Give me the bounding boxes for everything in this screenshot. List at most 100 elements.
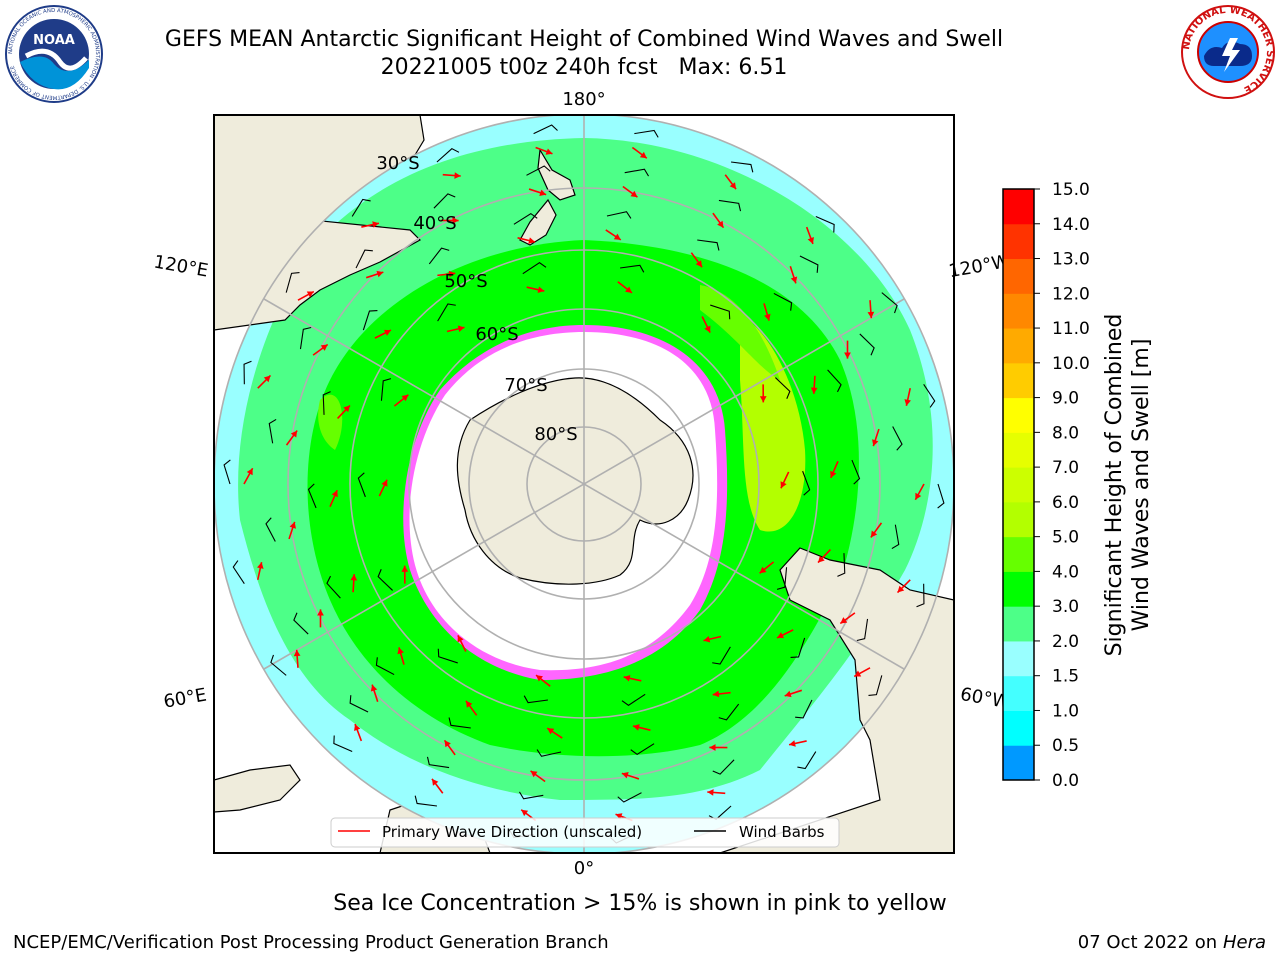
wave-direction-arrowhead — [306, 291, 314, 298]
wave-direction-arrowhead — [639, 151, 647, 159]
colorbar-tick-label: 1.0 — [1052, 701, 1079, 721]
wave-direction-arrowhead — [448, 270, 456, 278]
wind-barb — [322, 391, 331, 415]
colorbar-segment — [1003, 745, 1034, 781]
noaa-logo: NOAA NATIONAL OCEANIC AND ATMOSPHERIC AD… — [5, 5, 103, 103]
wave-direction-arrowhead — [784, 690, 792, 698]
wave-direction-arrowhead — [621, 772, 629, 779]
wind-barb — [518, 791, 544, 800]
lat-label-50s: 50°S — [444, 271, 487, 292]
wind-barb — [790, 637, 806, 658]
colorbar-tick-label: 11.0 — [1052, 319, 1090, 339]
wind-barb — [270, 654, 287, 676]
wave-direction-arrowhead — [707, 789, 714, 796]
wind-barb — [437, 648, 458, 664]
colorbar-segment — [1003, 640, 1034, 677]
wave-direction-arrowhead — [712, 690, 720, 698]
colorbar-segment — [1003, 606, 1034, 642]
noaa-logo-text: NOAA — [33, 33, 75, 48]
wave-direction-arrowhead — [454, 172, 461, 179]
map-frame-border — [213, 114, 955, 854]
wind-barb — [428, 247, 450, 265]
wave-direction-arrowhead — [536, 675, 543, 682]
wind-barb — [730, 161, 754, 173]
colorbar-tick-label: 7.0 — [1052, 458, 1079, 478]
wave-direction-arrowhead — [320, 344, 328, 351]
lon-label-top: 180° — [562, 89, 605, 110]
colorbar-tick-label: 14.0 — [1052, 215, 1090, 235]
wind-barb — [426, 756, 450, 769]
wind-barb — [433, 193, 456, 209]
footer-branch: NCEP/EMC/Verification Post Processing Pr… — [13, 932, 609, 953]
wave-direction-arrowhead — [623, 675, 631, 682]
wind-barb — [232, 560, 245, 585]
wind-barb — [712, 759, 735, 775]
wind-barb — [362, 310, 378, 331]
colorbar-segment — [1003, 536, 1034, 572]
wave-direction-arrowhead — [343, 405, 350, 413]
wave-direction-arrowhead — [293, 649, 301, 657]
wave-direction-arrowhead — [383, 329, 391, 336]
colorbar-segment — [1003, 571, 1034, 607]
wind-barb — [536, 749, 562, 757]
legend-wave-label: Primary Wave Direction (unscaled) — [382, 823, 642, 841]
wind-barb — [355, 249, 373, 269]
wave-direction-arrowhead — [547, 728, 555, 735]
colorbar-tick-label: 15.0 — [1052, 180, 1090, 200]
colorbar-tick-label: 6.0 — [1052, 493, 1079, 513]
wind-barb — [718, 199, 742, 212]
wind-barb — [837, 553, 846, 577]
wave-direction-arrowhead — [289, 521, 296, 529]
wave-direction-arrowhead — [615, 813, 623, 820]
wind-barb — [697, 239, 720, 251]
colorbar-tick-label: 0.0 — [1052, 771, 1079, 791]
wind-barb — [285, 272, 300, 293]
wind-barb — [522, 262, 547, 275]
colorbar-tick-label: 12.0 — [1052, 284, 1090, 304]
colorbar-segment — [1003, 710, 1034, 746]
wave-direction-arrowhead — [830, 470, 837, 478]
nws-logo: NATIONAL WEATHER SERVICE — [1181, 5, 1275, 99]
colorbar-tick-label: 2.0 — [1052, 632, 1079, 652]
wind-barb — [630, 743, 655, 756]
wind-barb — [523, 695, 548, 704]
wave-direction-arrowhead — [331, 490, 338, 498]
wind-barb — [448, 717, 471, 729]
footer-date: 07 Oct 2022 on Hera — [1077, 932, 1266, 953]
wave-direction-arrowhead — [790, 276, 798, 284]
wind-barb — [892, 426, 903, 451]
wave-direction-arrowhead — [257, 562, 264, 569]
wind-barb — [293, 612, 309, 635]
wave-direction-arrowhead — [370, 684, 378, 692]
wind-barb — [710, 304, 731, 320]
wave-direction-arrowhead — [844, 352, 851, 359]
wind-barb — [718, 703, 740, 721]
wind-barb — [634, 129, 659, 138]
wave-direction-arrowhead — [452, 217, 459, 224]
wave-direction-arrowhead — [381, 479, 388, 487]
wind-barb — [620, 264, 645, 273]
wave-direction-arrowhead — [397, 647, 404, 655]
colorbar: 15.0 14.0 13.0 12.0 11.0 10.0 9.0 8.0 7.0 6.0 5.0 4… — [1002, 180, 1090, 791]
lat-label-80s: 80°S — [534, 424, 577, 445]
wave-direction-arrowhead — [528, 237, 536, 244]
wave-direction-arrowhead — [759, 566, 767, 574]
colorbar-tick-label: 1.5 — [1052, 667, 1079, 687]
colorbar-tick-label: 13.0 — [1052, 250, 1090, 270]
wind-barb — [380, 378, 392, 401]
wave-direction-arrowhead — [350, 574, 358, 581]
wave-direction-arrowhead — [630, 190, 638, 198]
wind-barb — [891, 524, 900, 550]
colorbar-segment — [1003, 467, 1034, 503]
wave-direction-arrowhead — [537, 286, 545, 293]
wind-barb — [377, 569, 393, 591]
wave-direction-arrowhead — [539, 189, 547, 196]
lon-label-bottom: 0° — [574, 858, 594, 879]
graticule — [214, 115, 954, 853]
wave-direction-arrowhead — [764, 313, 771, 321]
colorbar-tick-label: 9.0 — [1052, 389, 1079, 409]
wave-direction-arrowhead — [372, 221, 379, 228]
wave-direction-arrowhead — [904, 399, 911, 406]
colorbar-segment — [1003, 328, 1034, 364]
